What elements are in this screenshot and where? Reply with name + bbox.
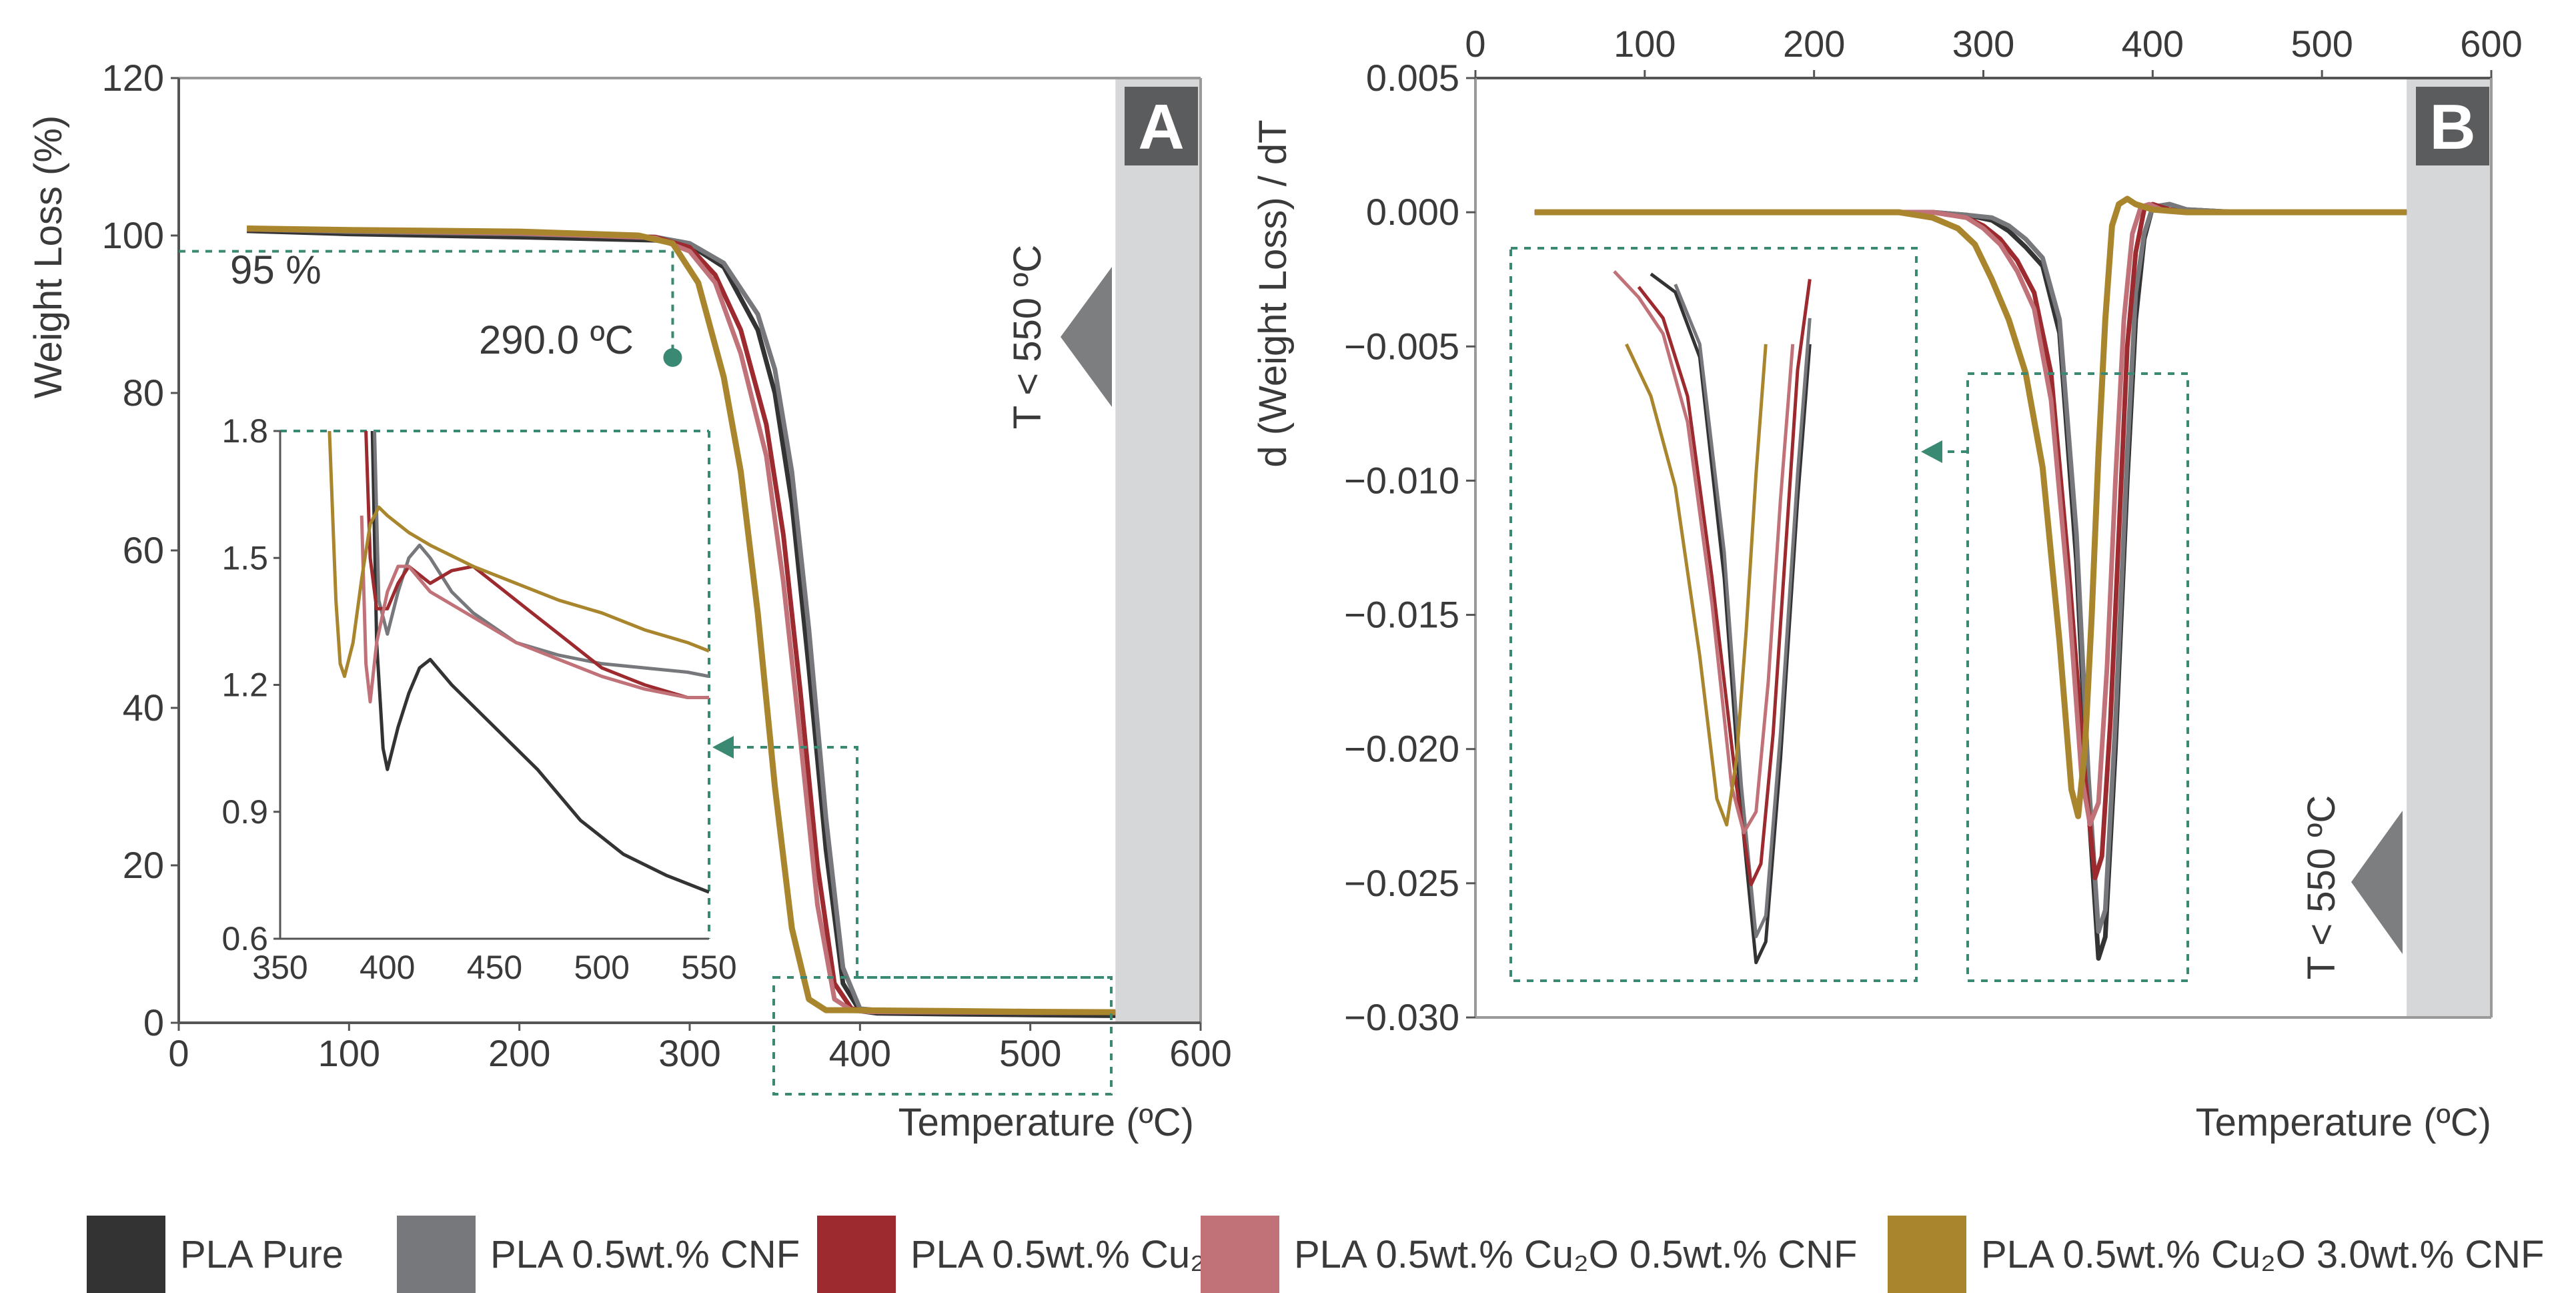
panel-b-y-tick-label: 0.005 <box>1366 57 1459 99</box>
panel-b-derivative-chart: 0 100 200 300 400 500 600 0.005 0.000 −0.005 −0.01… <box>1344 23 2523 1038</box>
panel-a-shaded-region <box>1115 78 1201 1023</box>
panel-b-magnified-box <box>1509 247 1918 982</box>
panel-a-inset-chart: 350 400 450 500 550 0.6 0.9 1.2 1.5 1.8 <box>221 412 736 986</box>
panel-a-x-tick-label: 100 <box>318 1032 380 1074</box>
panel-a-shaded-label: T < 550 ºC <box>1006 245 1049 429</box>
inset-x-tick-label: 400 <box>360 949 415 986</box>
panel-a-290-marker <box>663 348 682 367</box>
panel-a-x-tick-label: 300 <box>658 1032 720 1074</box>
inset-x-tick-label: 500 <box>574 949 630 986</box>
panel-b-region-marker-icon <box>2351 811 2403 954</box>
panel-b-magnified-series-pla-pure <box>1650 272 1812 965</box>
inset-y-tick-label: 1.2 <box>221 667 268 704</box>
panel-b-x-axis-title: Temperature (ºC) <box>2196 1101 2491 1144</box>
legend-swatch-pla-0-5wt-cu-o <box>817 1216 896 1293</box>
panel-b-x-tick-label: 300 <box>1952 23 2014 65</box>
panel-a-weight-loss-chart: 0 100 200 300 400 500 600 0 20 40 60 80 100 120 T < 55… <box>102 57 1232 1096</box>
legend-label-pla-0-5wt-cu-o: PLA 0.5wt.% Cu₂O <box>910 1233 1235 1276</box>
panel-b-x-tick-label: 400 <box>2122 23 2184 65</box>
legend-label-pla-0-5wt-cnf: PLA 0.5wt.% CNF <box>490 1233 800 1276</box>
panel-b-x-tick-label: 600 <box>2460 23 2522 65</box>
legend-swatch-pla-pure <box>87 1216 165 1293</box>
panel-a-y-tick-label: 20 <box>123 844 164 886</box>
inset-y-tick-label: 0.6 <box>221 920 268 957</box>
panel-b-x-tick-label: 200 <box>1783 23 1845 65</box>
inset-series-pla-0-5wt-cu-o <box>364 431 709 699</box>
legend-swatch-pla-0-5wt-cu-o-3-0wt-cnf <box>1888 1216 1966 1293</box>
panel-a-y-tick-label: 40 <box>123 687 164 729</box>
panel-a-letter-box <box>1125 87 1198 165</box>
panel-a-region-marker-icon <box>1061 267 1112 407</box>
panel-b-zoom-box <box>1966 372 2189 982</box>
panel-b-series-pla-pure <box>1534 201 2407 961</box>
panel-b-y-axis-title: d (Weight Loss) / dT <box>1251 119 1295 467</box>
panel-a-x-tick-label: 0 <box>168 1032 189 1074</box>
panel-b-x-tick-label: 500 <box>2291 23 2353 65</box>
panel-a-series-pla-0-5wt-cu-o-3-0wt-cnf <box>247 225 1116 1015</box>
panel-b-letter: B <box>2429 91 2475 163</box>
panel-a-zoom-connector <box>734 746 1111 979</box>
inset-x-tick-label: 350 <box>252 949 307 986</box>
panel-b-y-tick-label: 0.000 <box>1366 191 1459 233</box>
panel-b-x-tick-label: 100 <box>1614 23 1676 65</box>
legend-label-pla-0-5wt-cu-o-0-5wt-cnf: PLA 0.5wt.% Cu₂O 0.5wt.% CNF <box>1294 1233 1857 1276</box>
panel-a-290-label: 290.0 ºC <box>479 318 634 362</box>
legend-swatch-pla-0-5wt-cnf <box>397 1216 476 1293</box>
inset-series-pla-0-5wt-cnf <box>373 431 709 679</box>
panel-b-shaded-region <box>2407 78 2491 1017</box>
panel-b-y-tick-label: −0.010 <box>1344 459 1459 501</box>
inset-background <box>280 431 709 939</box>
panel-b-shaded-label: T < 550 ºC <box>2300 795 2343 979</box>
inset-series-pla-pure <box>370 431 709 894</box>
panel-a-y-tick-label: 80 <box>123 372 164 414</box>
inset-x-tick-label: 450 <box>467 949 522 986</box>
panel-b-y-tick-label: −0.020 <box>1344 728 1459 770</box>
panel-b-letter-box <box>2416 87 2489 165</box>
panel-b-series-pla-0-5wt-cnf <box>1534 201 2407 934</box>
inset-series-group <box>328 431 709 894</box>
panel-b-zoom-arrow-icon <box>1921 440 1942 463</box>
panel-a-zoom-arrow-icon <box>712 736 734 759</box>
panel-a-y-tick-label: 100 <box>102 214 164 256</box>
panel-b-magnified-series-pla-0-5wt-cnf <box>1674 284 1812 939</box>
panel-b-x-tick-label: 0 <box>1465 23 1485 65</box>
panel-b-magnified-series-group <box>1613 270 1812 965</box>
panel-a-x-tick-label: 500 <box>999 1032 1061 1074</box>
panel-b-y-tick-label: −0.025 <box>1344 862 1459 904</box>
panel-a-x-axis-title: Temperature (ºC) <box>898 1101 1194 1144</box>
panel-b-series-pla-0-5wt-cu-o-0-5wt-cnf <box>1534 201 2407 827</box>
panel-a-x-tick-label: 200 <box>488 1032 550 1074</box>
inset-y-tick-label: 0.9 <box>221 793 268 831</box>
inset-x-tick-label: 550 <box>681 949 736 986</box>
inset-series-pla-0-5wt-cu-o-0-5wt-cnf <box>360 515 709 704</box>
panel-a-x-tick-label: 600 <box>1169 1032 1231 1074</box>
panel-b-magnified-series-pla-0-5wt-cu-o <box>1637 279 1812 887</box>
panel-b-magnified-series-pla-0-5wt-cu-o-3-0wt-cnf <box>1625 343 1768 827</box>
panel-a-y-tick-label: 120 <box>102 57 164 99</box>
inset-y-tick-label: 1.8 <box>221 412 268 450</box>
inset-y-tick-label: 1.5 <box>221 539 268 576</box>
legend: PLA Pure PLA 0.5wt.% CNF PLA 0.5wt.% Cu₂O P… <box>87 1216 2544 1293</box>
legend-swatch-pla-0-5wt-cu-o-0-5wt-cnf <box>1201 1216 1279 1293</box>
panel-a-y-tick-label: 60 <box>123 529 164 571</box>
inset-series-pla-0-5wt-cu-o-3-0wt-cnf <box>328 431 709 679</box>
panel-a-letter: A <box>1138 91 1184 163</box>
panel-b-series-pla-0-5wt-cu-o-3-0wt-cnf <box>1534 195 2407 819</box>
legend-label-pla-0-5wt-cu-o-3-0wt-cnf: PLA 0.5wt.% Cu₂O 3.0wt.% CNF <box>1981 1233 2544 1276</box>
panel-a-95-label: 95 % <box>230 248 321 292</box>
panel-a-y-tick-label: 0 <box>143 1001 164 1043</box>
panel-a-y-axis-title: Weight Loss (%) <box>27 115 70 398</box>
panel-b-y-tick-label: −0.015 <box>1344 594 1459 636</box>
panel-b-series-pla-0-5wt-cu-o <box>1534 201 2407 881</box>
panel-b-y-tick-label: −0.030 <box>1344 996 1459 1038</box>
panel-b-y-tick-label: −0.005 <box>1344 325 1459 367</box>
panel-a-x-tick-label: 400 <box>829 1032 891 1074</box>
legend-label-pla-pure: PLA Pure <box>180 1233 344 1276</box>
